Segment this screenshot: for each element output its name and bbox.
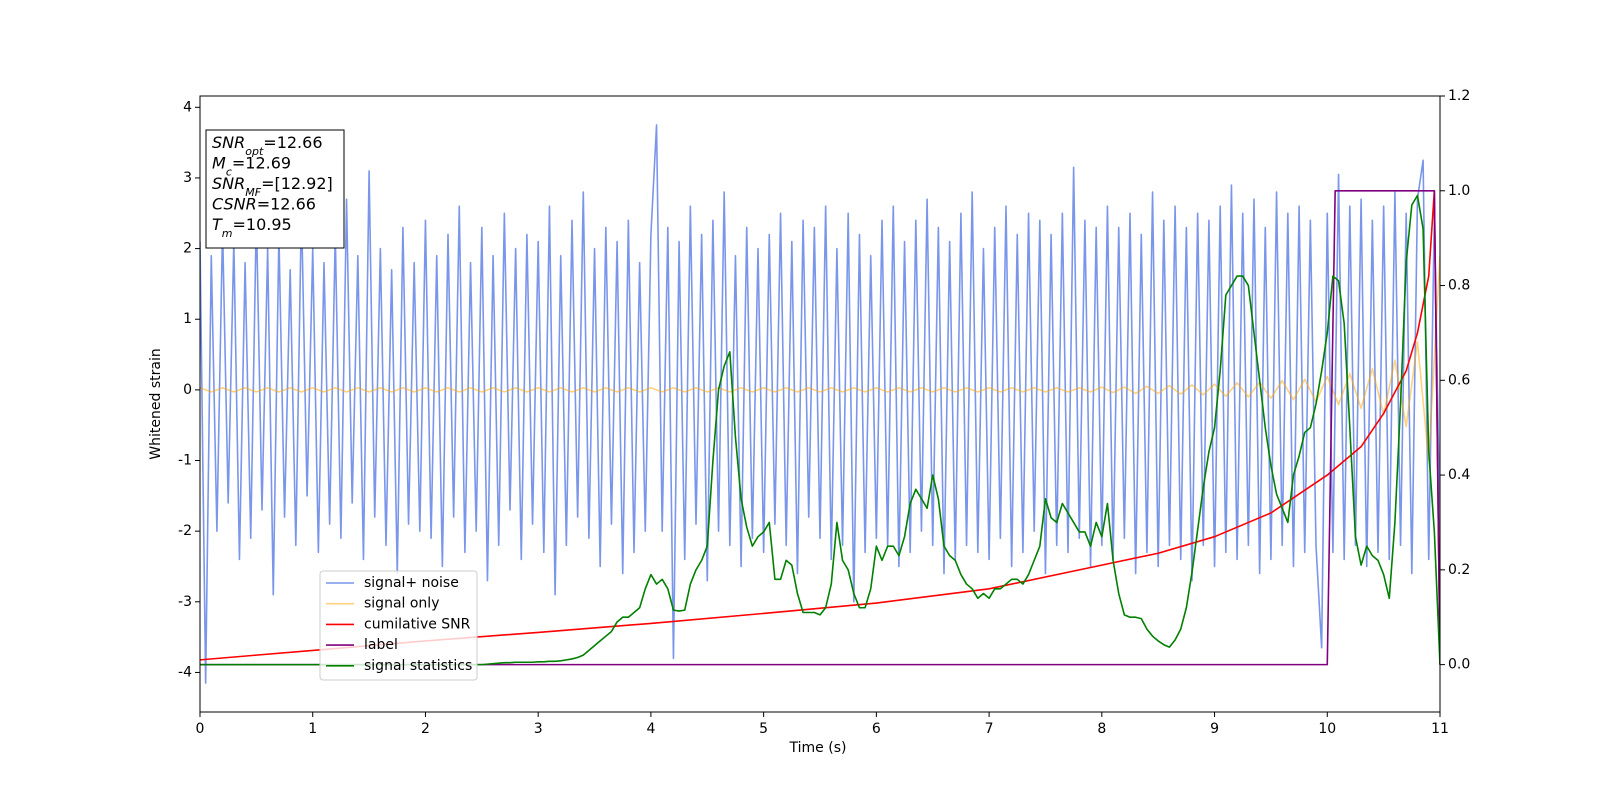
y2-tick-label: 1.0 — [1448, 183, 1470, 199]
annotation-name: T — [212, 215, 223, 234]
y2-tick-label: 0.2 — [1448, 562, 1470, 578]
x-axis-label: Time (s) — [789, 740, 847, 756]
y-tick-label: -1 — [178, 453, 192, 469]
y2-tick-label: 0.6 — [1448, 372, 1470, 388]
annotation-subscript: MF — [245, 186, 261, 199]
y2-tick-label: 0.8 — [1448, 278, 1470, 294]
legend: signal+ noise signal only cumilative SNR la… — [319, 570, 478, 681]
legend-label: signal only — [364, 596, 439, 612]
x-tick-label: 11 — [1431, 721, 1449, 737]
x-tick-label: 8 — [1097, 721, 1106, 737]
y-axis-label: Whitened strain — [148, 348, 164, 459]
x-tick-label: 2 — [421, 721, 430, 737]
legend-label: signal+ noise — [364, 575, 459, 591]
annotation-name: SNR — [212, 174, 245, 193]
x-tick-label: 0 — [196, 721, 205, 737]
x-tick-label: 4 — [646, 721, 655, 737]
y2-tick-label: 0.0 — [1448, 657, 1470, 673]
y-tick-label: -3 — [178, 594, 192, 610]
y-tick-label: -4 — [178, 664, 192, 680]
annotation-name: SNR — [212, 133, 245, 152]
x-tick-label: 10 — [1318, 721, 1336, 737]
y2-tick-label: 0.4 — [1448, 467, 1470, 483]
series-line — [200, 189, 1440, 666]
x-tick-label: 9 — [1210, 721, 1219, 737]
annotation-frame — [205, 129, 345, 249]
annotation-subscript: c — [226, 165, 232, 178]
y2-tick-label: 1.2 — [1448, 88, 1470, 104]
y-tick-label: 3 — [183, 170, 192, 186]
annotation-subscript: opt — [245, 145, 264, 158]
annotation-box: SNRopt=12.66Mc=12.69SNRMF=[12.92]CSNR=12… — [205, 129, 345, 249]
x-tick-label: 3 — [534, 721, 543, 737]
annotation-subscript: m — [222, 227, 233, 240]
annotation-value: =12.66 — [257, 195, 316, 214]
annotation-line: Tm=10.95 — [212, 215, 292, 240]
legend-label: signal statistics — [364, 658, 472, 674]
series-line — [200, 124, 1440, 684]
annotation-value: =10.95 — [233, 215, 292, 234]
annotation-line: CSNR=12.66 — [212, 195, 316, 214]
legend-frame — [319, 570, 478, 681]
annotation-value: =[12.92] — [261, 174, 333, 193]
annotation-value: =12.66 — [263, 133, 322, 152]
annotation-line: SNRMF=[12.92] — [212, 174, 333, 199]
annotation-line: Mc=12.69 — [212, 154, 291, 179]
x-tick-label: 1 — [308, 721, 317, 737]
y-tick-label: -2 — [178, 523, 192, 539]
annotation-value: =12.69 — [232, 154, 291, 173]
x-tick-label: 7 — [985, 721, 994, 737]
y-tick-label: 0 — [183, 382, 192, 398]
series-line — [200, 255, 1440, 462]
axes-frame — [199, 95, 1441, 713]
y-tick-label: 2 — [183, 241, 192, 257]
y-tick-label: 4 — [183, 99, 192, 115]
annotation-name: CSNR — [212, 195, 257, 214]
annotation-line: SNRopt=12.66 — [212, 133, 323, 158]
annotation-name: M — [212, 154, 226, 173]
legend-label: label — [364, 637, 398, 653]
y-tick-label: 1 — [183, 311, 192, 327]
x-tick-label: 5 — [759, 721, 768, 737]
legend-label: cumilative SNR — [364, 616, 471, 632]
ticks: 0 1 2 3 4 5 6 7 8 9 10 11 -4 -3 -2 -1 0 1 2 3 4 0.0 0.2 0.4 0.6 0… — [178, 88, 1470, 737]
x-tick-label: 6 — [872, 721, 881, 737]
